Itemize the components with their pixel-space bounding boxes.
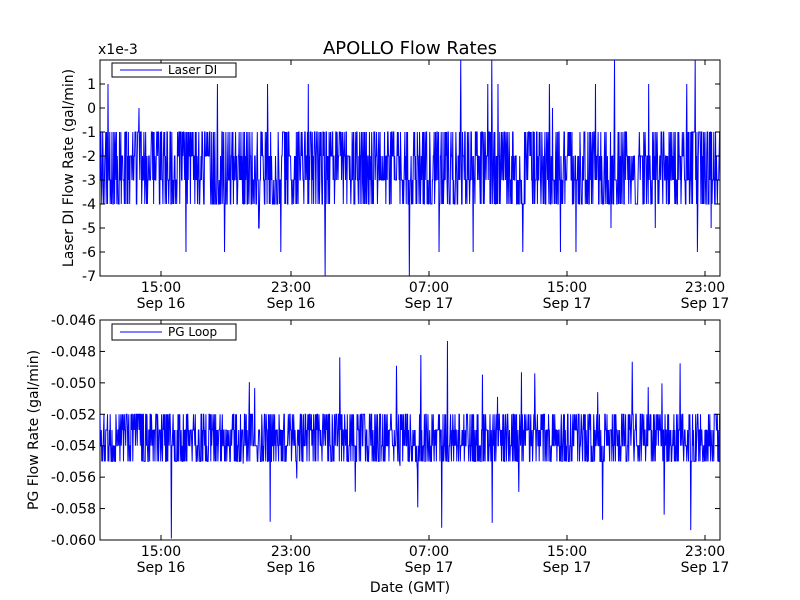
y-tick-label: -0.050 [51,376,96,392]
pg-loop-legend: PG Loop [111,323,237,341]
pg-loop-line [100,340,720,539]
laser-di-y-axis-label: Laser DI Flow Rate (gal/min) [61,69,77,267]
x-axis-label: Date (GMT) [370,580,450,596]
y-tick-label: -0.052 [51,407,96,423]
pg-loop-y-axis-label: PG Flow Rate (gal/min) [26,350,42,510]
y-tick-label: -0.054 [51,439,96,455]
y-tick-label: -7 [82,269,96,285]
x-tick-date-label: Sep 16 [137,560,186,576]
x-tick-date-label: Sep 16 [267,560,316,576]
x-tick-date-label: Sep 16 [267,296,316,312]
x-tick-date-label: Sep 17 [543,560,592,576]
x-tick-date-label: Sep 17 [405,296,454,312]
y-tick-label: -6 [82,245,96,261]
y-tick-label: -3 [82,173,96,189]
laser-di-line [100,60,720,276]
laser-di-series-line [100,60,720,276]
y-tick-label: 1 [87,77,96,93]
y-tick-label: -4 [82,197,96,213]
y-tick-label: -2 [82,149,96,165]
x-tick-time-label: 15:00 [141,280,181,296]
x-tick-time-label: 23:00 [271,544,311,560]
y-scale-multiplier: x1e-3 [98,42,138,58]
pg-loop-series-line [100,340,720,539]
x-tick-date-label: Sep 16 [137,296,186,312]
laser-di-legend-box [111,62,237,78]
pg-loop-y-ticks: -0.046 -0.048 -0.050 -0.052 -0.054 -0.056 -0.0… [51,313,720,549]
y-tick-label: -0.056 [51,470,96,486]
x-tick-time-label: 15:00 [141,544,181,560]
pg-loop-legend-label: PG Loop [168,325,217,339]
y-tick-label: -0.058 [51,502,96,518]
pg-loop-legend-box [111,323,237,341]
x-tick-date-label: Sep 17 [405,560,454,576]
chart-title: APOLLO Flow Rates [323,38,497,59]
laser-di-y-ticks: 1 0 -1 -2 -3 -4 -5 -6 -7 [82,77,720,285]
y-tick-label: -0.046 [51,313,96,329]
x-tick-time-label: 15:00 [547,280,587,296]
y-tick-label: -0.060 [51,533,96,549]
y-tick-label: -0.048 [51,344,96,360]
y-tick-label: -1 [82,125,96,141]
x-tick-time-label: 07:00 [409,544,449,560]
x-tick-date-label: Sep 17 [543,296,592,312]
y-tick-label: -5 [82,221,96,237]
x-tick-time-label: 15:00 [547,544,587,560]
x-tick-time-label: 23:00 [271,280,311,296]
x-tick-time-label: 07:00 [409,280,449,296]
x-tick-date-label: Sep 17 [681,560,730,576]
y-tick-label: 0 [87,101,96,117]
x-tick-time-label: 23:00 [685,280,725,296]
x-tick-date-label: Sep 17 [681,296,730,312]
laser-di-legend-label: Laser DI [168,63,217,77]
x-tick-time-label: 23:00 [685,544,725,560]
laser-di-legend: Laser DI [111,62,237,78]
pg-loop-panel: -0.046 -0.048 -0.050 -0.052 -0.054 -0.056 -0.0… [26,313,729,596]
